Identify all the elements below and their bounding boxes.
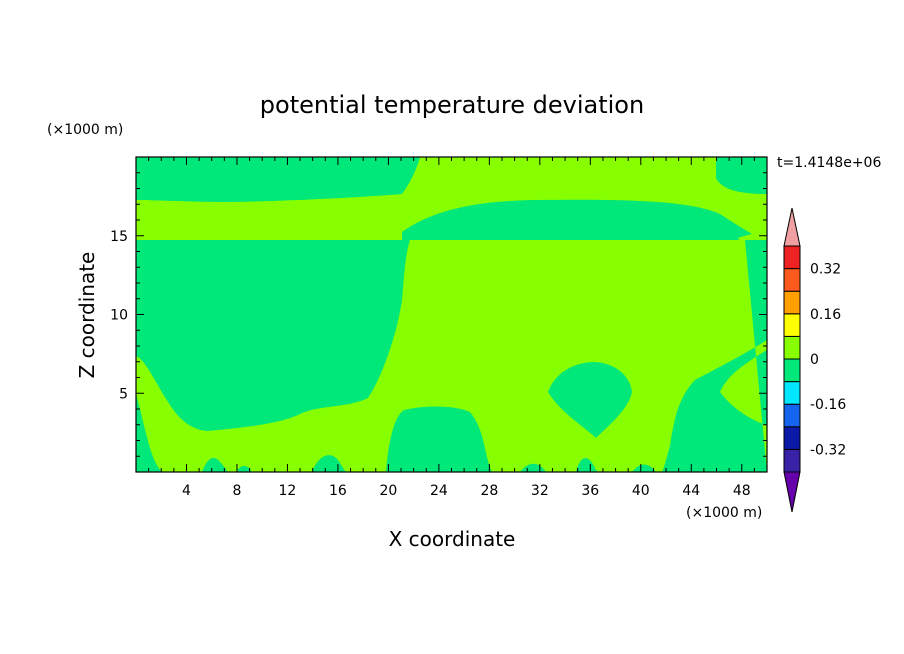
contour-region — [662, 240, 767, 472]
contour-region — [136, 394, 162, 472]
time-label: t=1.4148e+06 — [777, 155, 881, 171]
colorbar-label: 0 — [810, 352, 819, 368]
chart-title: potential temperature deviation — [260, 91, 644, 119]
colorbar-segment — [783, 426, 801, 450]
colorbar-high-extension — [783, 207, 801, 247]
x-tick-label: 32 — [531, 483, 549, 499]
colorbar-label: 0.32 — [810, 262, 841, 278]
y-tick-label: 15 — [110, 229, 128, 245]
contour-region — [576, 458, 598, 472]
contour-region — [386, 406, 492, 472]
x-tick-label: 28 — [480, 483, 498, 499]
x-tick-label: 4 — [182, 483, 191, 499]
x-tick-label: 20 — [379, 483, 397, 499]
contour-region — [548, 362, 632, 438]
contour-region — [716, 157, 767, 194]
y-unit-label: (×1000 m) — [47, 122, 123, 138]
contour-region — [236, 465, 252, 472]
colorbar-segment — [783, 268, 801, 292]
contour-region — [136, 157, 420, 202]
x-axis: 4 8 12 16 20 24 28 32 36 40 44 48 — [148, 157, 755, 499]
x-tick-label: 8 — [232, 483, 241, 499]
colorbar-segment — [783, 358, 801, 383]
contour-region — [402, 199, 752, 240]
colorbar-label: -0.32 — [810, 442, 846, 458]
colorbar-segment — [783, 403, 801, 428]
x-tick-label: 12 — [279, 483, 297, 499]
colorbar-segment — [783, 245, 801, 270]
x-axis-label: X coordinate — [389, 527, 516, 551]
colorbar-segment — [783, 335, 801, 360]
colorbar: 0.32 0.16 0 -0.16 -0.32 — [783, 207, 846, 513]
x-tick-label: 48 — [733, 483, 751, 499]
colorbar-segment — [783, 448, 801, 473]
contour-region — [202, 457, 228, 472]
colorbar-segment — [783, 381, 801, 405]
colorbar-label: 0.16 — [810, 307, 841, 323]
contour-region — [136, 240, 410, 431]
colorbar-segment — [783, 290, 801, 315]
colorbar-low-extension — [783, 471, 801, 513]
colorbar-label: -0.16 — [810, 397, 846, 413]
y-axis-label: Z coordinate — [75, 252, 99, 379]
x-tick-label: 44 — [682, 483, 700, 499]
contour-region — [632, 464, 656, 472]
y-tick-label: 10 — [110, 308, 128, 324]
x-tick-label: 40 — [632, 483, 650, 499]
y-tick-label: 5 — [119, 386, 128, 402]
x-tick-label: 24 — [430, 483, 448, 499]
plot-area — [135, 156, 768, 473]
x-unit-label: (×1000 m) — [686, 505, 762, 521]
x-tick-label: 16 — [329, 483, 347, 499]
x-tick-label: 36 — [581, 483, 599, 499]
y-axis: 5 10 15 — [110, 172, 767, 457]
negative-regions — [136, 157, 767, 472]
colorbar-segment — [783, 313, 801, 337]
